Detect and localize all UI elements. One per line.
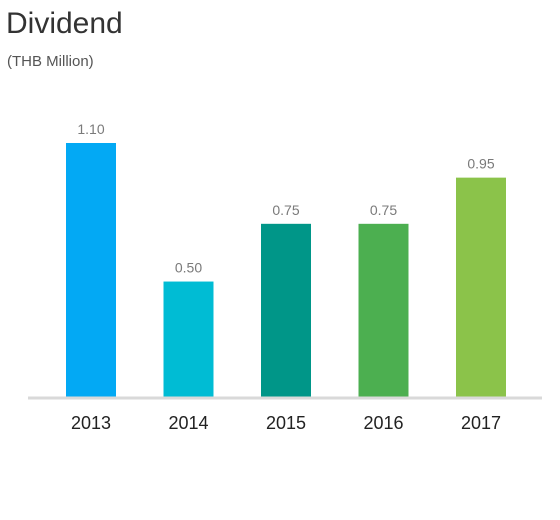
value-label-2015: 0.75 [272, 202, 299, 218]
value-label-2017: 0.95 [467, 156, 494, 172]
value-label-2016: 0.75 [370, 202, 397, 218]
category-label-2014: 2014 [168, 413, 208, 433]
category-labels-group: 2013 2014 2015 2016 2017 [71, 413, 501, 433]
bar-2016 [358, 223, 409, 397]
chart-title: Dividend [6, 7, 123, 40]
value-labels-group: 1.10 0.50 0.75 0.75 0.95 [77, 121, 494, 276]
bar-2015 [261, 223, 311, 397]
bar-2014 [163, 281, 214, 397]
category-label-2016: 2016 [363, 413, 403, 433]
bars-group [66, 143, 506, 397]
value-label-2014: 0.50 [175, 260, 202, 276]
chart-subtitle: (THB Million) [7, 53, 94, 70]
bar-2013 [66, 143, 116, 397]
bar-2017 [456, 177, 506, 397]
category-label-2015: 2015 [266, 413, 306, 433]
value-label-2013: 1.10 [77, 121, 104, 137]
category-label-2013: 2013 [71, 413, 111, 433]
category-label-2017: 2017 [461, 413, 501, 433]
